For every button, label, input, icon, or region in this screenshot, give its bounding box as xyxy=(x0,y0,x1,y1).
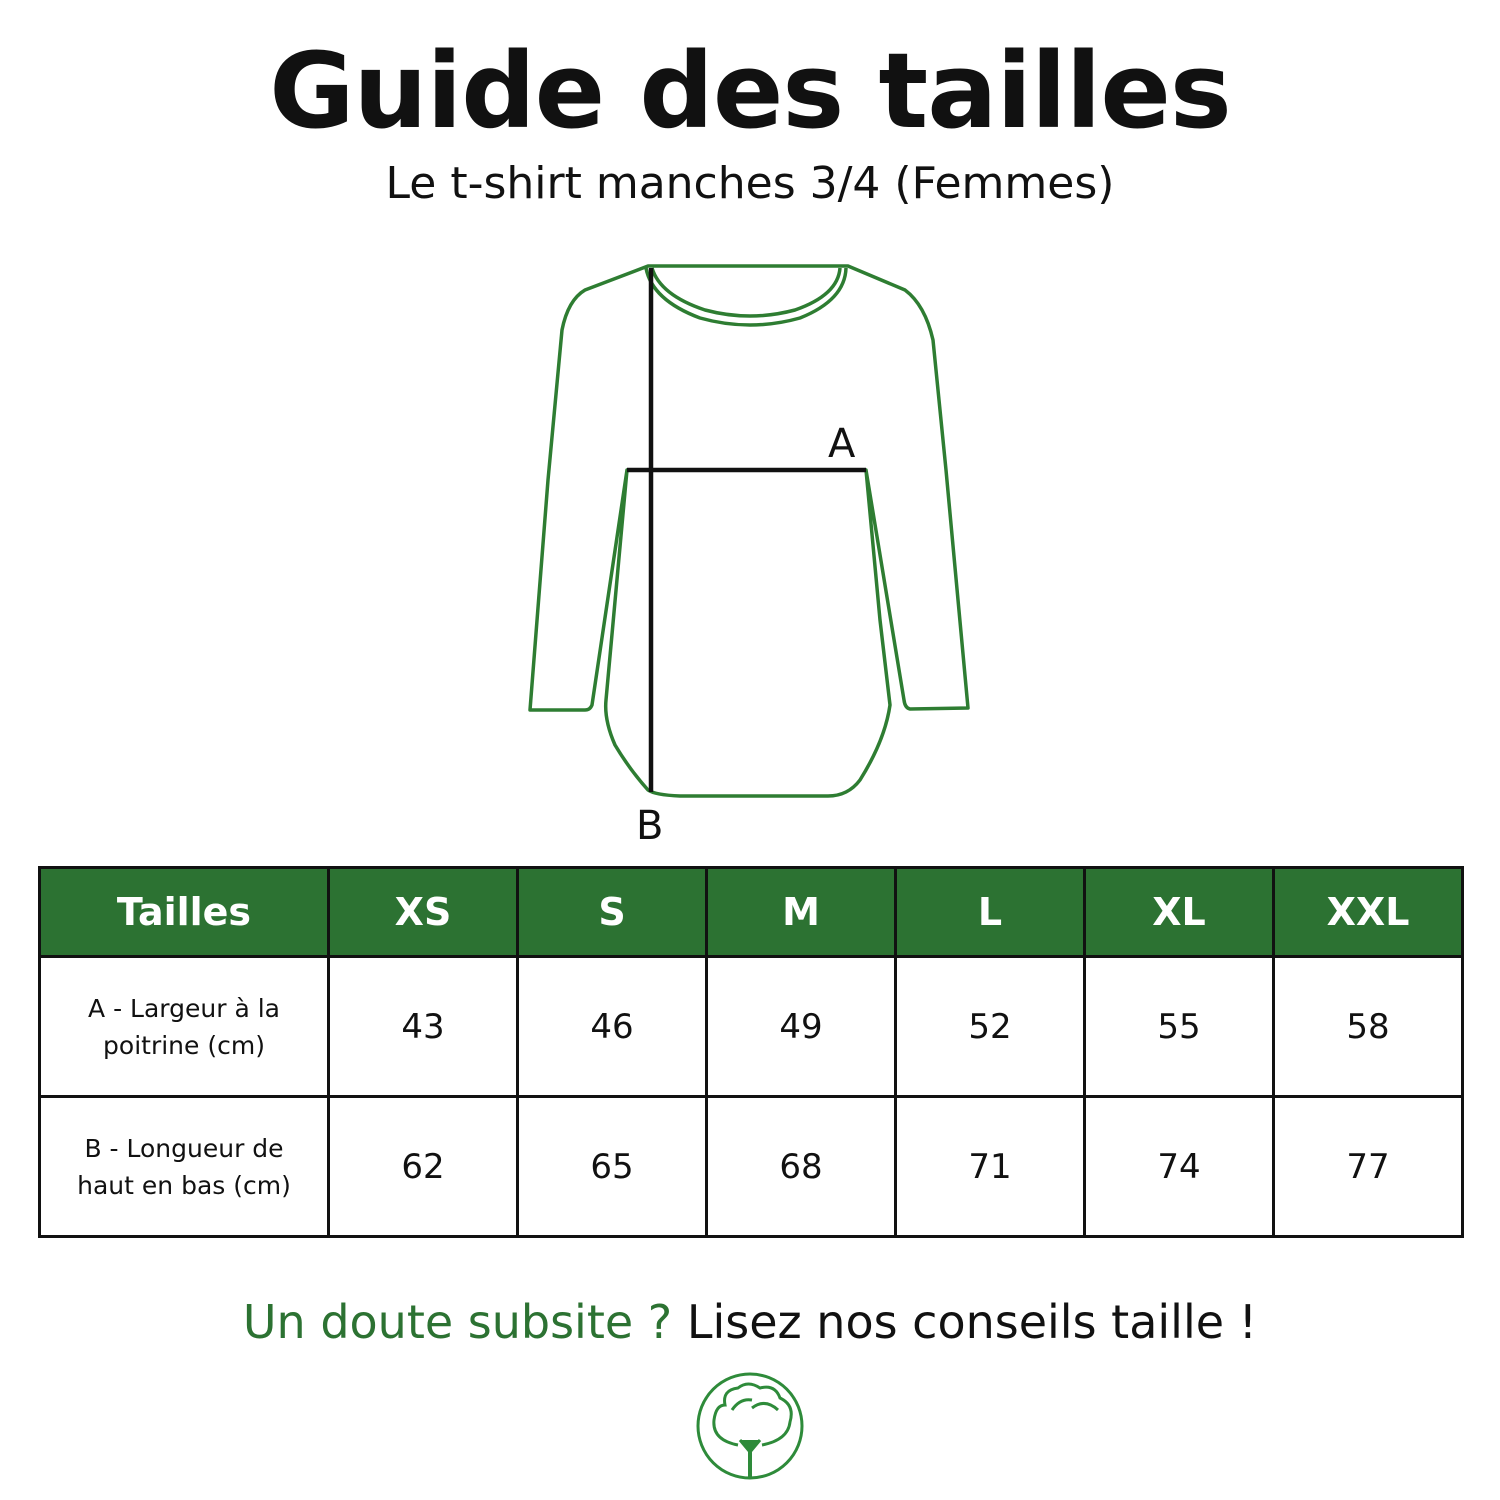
table-cell: 58 xyxy=(1272,955,1464,1098)
table-row: B - Longueur de haut en bas (cm) 62 65 68… xyxy=(38,1095,1464,1238)
table-cell: 74 xyxy=(1083,1095,1275,1238)
table-header-row: Tailles XS S M L XL XXL xyxy=(38,866,1464,958)
table-cell: 71 xyxy=(894,1095,1086,1238)
table-cell: 49 xyxy=(705,955,897,1098)
header-cell: Tailles xyxy=(38,866,330,958)
page-title: Guide des tailles xyxy=(269,30,1232,152)
header-cell: XS xyxy=(327,866,519,958)
table-cell: 68 xyxy=(705,1095,897,1238)
table-cell: 52 xyxy=(894,955,1086,1098)
footer-question: Un doute subsite ? xyxy=(242,1295,673,1349)
row-label-line: A - Largeur à la xyxy=(88,993,280,1023)
row-label-line: poitrine (cm) xyxy=(103,1030,265,1060)
table-cell: 77 xyxy=(1272,1095,1464,1238)
page-subtitle: Le t-shirt manches 3/4 (Femmes) xyxy=(385,158,1115,209)
header-cell: L xyxy=(894,866,1086,958)
header-cell: XL xyxy=(1083,866,1275,958)
cotton-flower-icon xyxy=(696,1372,804,1480)
row-label-line: B - Longueur de xyxy=(84,1133,284,1163)
footer-note: Un doute subsite ? Lisez nos conseils ta… xyxy=(0,1295,1500,1349)
table-row: A - Largeur à la poitrine (cm) 43 46 49 5… xyxy=(38,955,1464,1098)
label-a: A xyxy=(828,421,856,467)
row-label: A - Largeur à la poitrine (cm) xyxy=(38,955,330,1098)
header-cell: XXL xyxy=(1272,866,1464,958)
table-cell: 55 xyxy=(1083,955,1275,1098)
table-cell: 62 xyxy=(327,1095,519,1238)
size-table: Tailles XS S M L XL XXL A - Largeur à la… xyxy=(38,866,1464,1238)
table-cell: 43 xyxy=(327,955,519,1098)
row-label: B - Longueur de haut en bas (cm) xyxy=(38,1095,330,1238)
header-cell: M xyxy=(705,866,897,958)
row-label-line: haut en bas (cm) xyxy=(77,1170,291,1200)
measure-lines xyxy=(627,268,866,792)
size-advice-link[interactable]: Lisez nos conseils taille ! xyxy=(686,1295,1258,1349)
label-b: B xyxy=(636,803,663,849)
shirt-outline xyxy=(528,264,970,798)
table-cell: 65 xyxy=(516,1095,708,1238)
header-cell: S xyxy=(516,866,708,958)
table-cell: 46 xyxy=(516,955,708,1098)
